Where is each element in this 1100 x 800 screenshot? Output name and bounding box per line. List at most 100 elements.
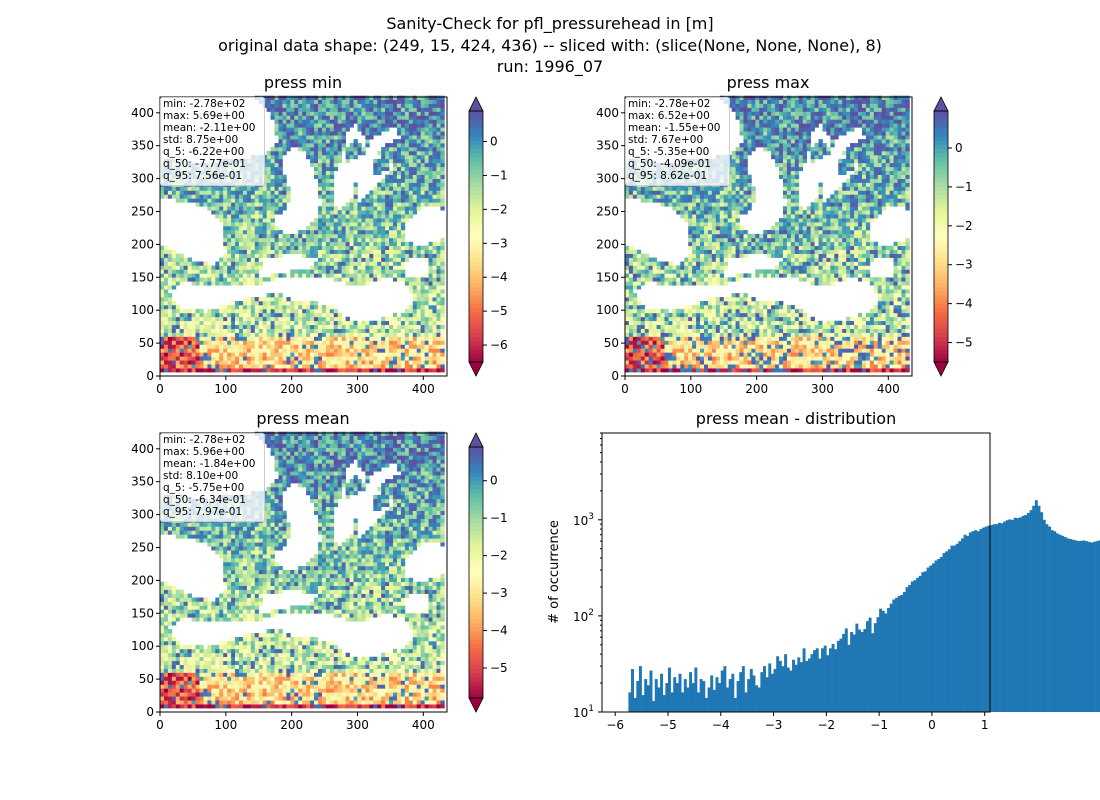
colorbar-tick-label: −6 [490,338,508,352]
map-cell [696,245,701,251]
map-cell [412,123,418,128]
map-cell [381,111,386,116]
map-cell [274,316,279,322]
map-cell [314,222,319,227]
map-cell [369,222,374,227]
map-cell [424,111,429,116]
map-cell [337,261,343,266]
colorbar-swatch [469,257,483,262]
map-cell [625,336,630,341]
map-cell [361,150,366,156]
map-cell [345,253,350,258]
map-cell [408,320,414,326]
map-cell [314,253,319,258]
map-cell [345,99,350,104]
map-cell [262,229,267,235]
map-cell [235,281,240,286]
map-cell [282,143,287,148]
map-cell [719,241,725,247]
map-cell [171,300,177,306]
map-cell [408,166,414,172]
map-cell [246,222,252,227]
map-cell [310,123,315,128]
map-cell [242,245,248,251]
map-cell [191,364,196,369]
map-cell [727,320,732,326]
map-cell [266,368,271,373]
map-cell [672,352,677,357]
map-cell [278,356,283,361]
map-cell [424,273,429,278]
map-cell [404,356,410,361]
map-cell [428,139,433,144]
map-cell [632,316,638,322]
map-cell [215,269,220,274]
map-cell [231,340,236,345]
map-cell [258,356,264,361]
map-cell [203,281,208,286]
map-cell [203,320,208,326]
map-cell [203,360,208,365]
map-cell [195,316,200,322]
map-cell [723,356,729,361]
map-cell [290,364,295,369]
map-cell [357,273,362,278]
map-cell [436,245,441,251]
map-cell [408,249,414,254]
map-cell [420,131,425,136]
map-cell [163,316,169,322]
map-cell [648,273,653,278]
map-cell [333,324,339,329]
map-cell [739,198,744,203]
map-cell [400,320,406,326]
map-cell [703,261,709,266]
map-cell [333,360,339,365]
map-cell [254,237,260,243]
map-cell [432,316,437,322]
map-cell [432,304,437,310]
map-cell [282,147,287,152]
map-cell [333,139,339,144]
map-cell [227,304,232,310]
map-cell [680,194,685,199]
map-cell [337,95,343,100]
map-cell [735,115,740,120]
map-cell [696,206,701,211]
map-cell [416,111,422,116]
map-cell [684,273,689,278]
map-cell [408,210,414,215]
map-cell [719,218,725,223]
map-cell [179,265,185,270]
map-cell [365,115,370,120]
map-cell [373,194,378,199]
map-cell [369,320,374,326]
map-cell [266,316,271,322]
map-cell [743,119,748,124]
map-cell [660,340,665,345]
map-cell [310,162,315,168]
map-cell [727,304,732,310]
map-cell [333,218,339,223]
map-cell [325,99,331,104]
map-cell [632,304,638,310]
map-cell [672,277,677,282]
map-cell [341,229,346,235]
map-cell [365,194,370,199]
map-cell [361,257,366,262]
map-cell [175,352,181,357]
map-cell [396,249,402,254]
map-cell [711,281,717,286]
map-cell [688,336,693,341]
map-cell [381,241,386,247]
map-cell [246,218,252,223]
map-cell [735,249,740,254]
map-cell [231,233,236,239]
map-cell [700,281,705,286]
map-cell [231,186,236,191]
map-cell [432,202,437,207]
map-cell [235,269,240,274]
map-cell [337,332,343,337]
map-cell [278,206,283,211]
map-cell [408,178,414,183]
map-cell [242,332,248,337]
